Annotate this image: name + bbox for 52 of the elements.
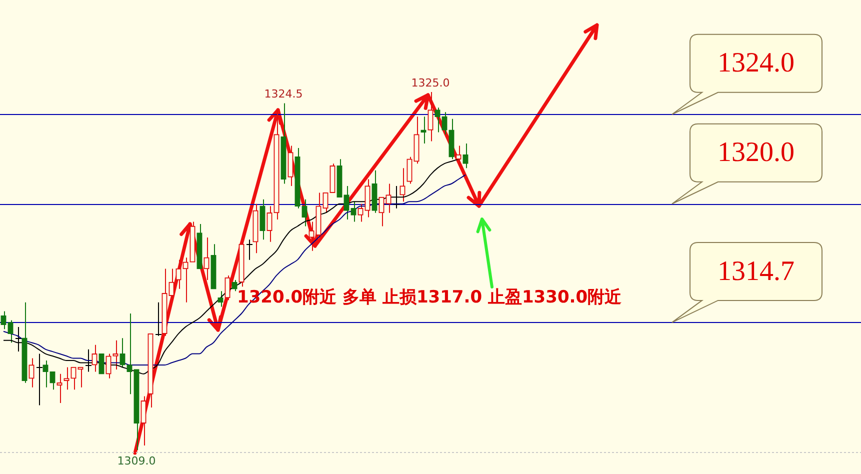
candlestick (232, 279, 238, 292)
candlestick (36, 353, 43, 406)
ref-line-label: 1320.0 (718, 137, 794, 168)
candlestick (218, 290, 224, 308)
candlestick (140, 396, 146, 446)
candlestick (56, 373, 62, 404)
candlestick (406, 156, 412, 184)
candlestick (420, 116, 426, 144)
candlestick (28, 358, 34, 388)
annotation: 1324.5 (264, 88, 303, 101)
candlestick (50, 371, 56, 390)
candlestick (64, 366, 70, 390)
ref-line-label: 1324.0 (718, 48, 794, 79)
candlestick (378, 196, 384, 227)
candlestick (168, 268, 174, 301)
candlestick (8, 320, 14, 344)
candlestick (386, 183, 392, 214)
candlestick (106, 353, 112, 379)
candlestick (120, 338, 126, 368)
candlestick (155, 302, 162, 336)
candlestick (344, 185, 350, 220)
candlestick (246, 239, 253, 260)
candlestick (204, 236, 210, 280)
candlestick (456, 145, 462, 166)
candlestick (98, 353, 104, 374)
ref-line-label: 1314.7 (718, 256, 794, 287)
candlestick (42, 360, 48, 388)
candlestick (70, 366, 76, 390)
annotation: 1325.0 (411, 76, 450, 90)
candlestick (442, 112, 448, 136)
candlestick (364, 178, 370, 218)
candlestick (112, 340, 118, 370)
annotation: 1309.0 (117, 454, 156, 468)
candlestick (434, 107, 440, 133)
candlestick (126, 313, 132, 395)
candlestick (182, 257, 188, 303)
candlestick (350, 201, 356, 222)
candlestick (266, 206, 272, 242)
candlestick (462, 142, 468, 169)
candlestick (358, 203, 364, 222)
candlestick (400, 168, 406, 202)
candlestick (302, 198, 308, 227)
candlestick (176, 259, 182, 290)
candlestick (224, 274, 230, 301)
candlestick (92, 344, 98, 372)
candlestick (322, 192, 328, 214)
candlestick (288, 145, 294, 186)
candlestick (260, 198, 266, 240)
candlestick (428, 92, 434, 142)
candlestick (78, 366, 84, 388)
candlestick (308, 221, 314, 252)
candlestick (0, 310, 6, 330)
